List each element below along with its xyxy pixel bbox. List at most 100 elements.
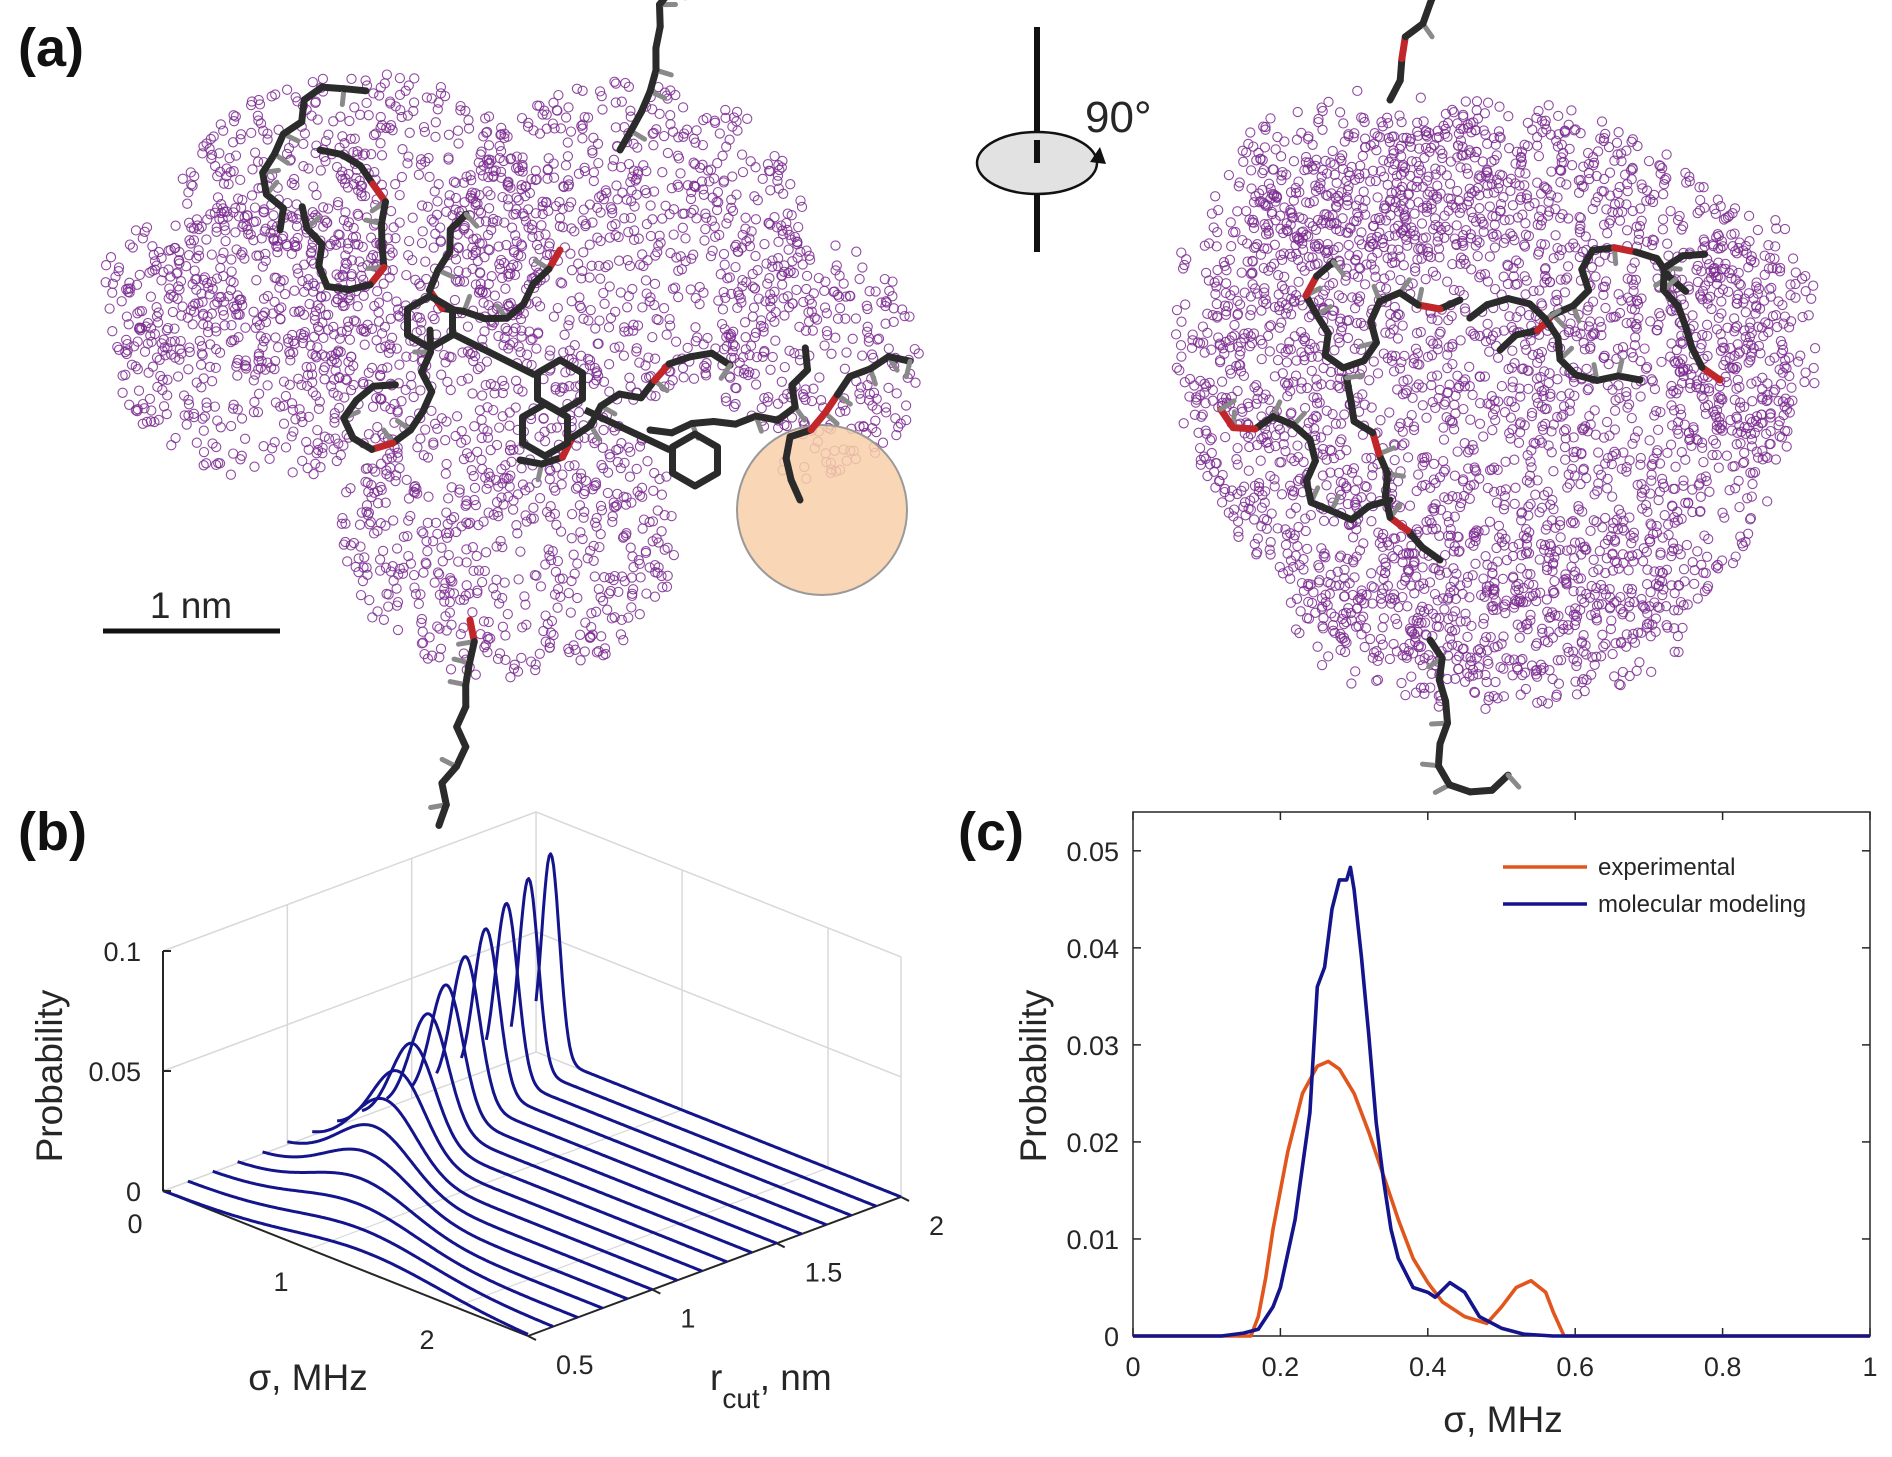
atom-marker	[398, 531, 410, 542]
atom-marker	[235, 129, 247, 140]
atom-marker	[214, 347, 226, 358]
atom-marker	[281, 84, 293, 95]
atom-marker	[409, 481, 420, 493]
atom-marker	[354, 519, 366, 530]
atom-marker	[819, 340, 830, 351]
atom-marker	[228, 110, 239, 121]
atom-marker	[1602, 228, 1613, 239]
atom-marker	[668, 549, 680, 561]
atom-marker	[194, 335, 205, 347]
atom-marker	[650, 390, 661, 402]
atom-marker	[211, 273, 223, 284]
atom-marker	[1335, 418, 1347, 429]
atom-marker	[611, 499, 623, 511]
atom-marker	[1525, 498, 1536, 510]
atom-marker	[629, 201, 640, 212]
atom-marker	[592, 232, 603, 243]
atom-marker	[440, 435, 451, 446]
atom-marker	[631, 463, 642, 475]
atom-marker	[390, 233, 401, 244]
atom-marker	[677, 208, 688, 219]
atom-marker	[641, 588, 652, 599]
atom-marker	[428, 242, 439, 253]
atom-marker	[612, 194, 623, 205]
atom-marker	[1371, 145, 1382, 156]
atom-marker	[270, 332, 281, 343]
atom-marker	[231, 244, 242, 255]
atom-marker	[1417, 400, 1428, 411]
atom-marker	[1581, 472, 1592, 484]
atom-marker	[473, 287, 485, 298]
atom-marker	[269, 437, 280, 448]
atom-marker	[505, 182, 516, 193]
atom-marker	[616, 96, 627, 107]
atom-marker	[1466, 264, 1477, 275]
atom-marker	[649, 299, 660, 311]
atom-marker	[1566, 105, 1577, 116]
atom-marker	[1471, 105, 1482, 116]
atom-marker	[598, 376, 610, 387]
atom-marker	[606, 204, 618, 215]
atom-marker	[742, 113, 753, 124]
atom-marker	[1281, 357, 1293, 368]
atom-marker	[682, 342, 693, 354]
atom-marker	[688, 249, 699, 260]
atom-marker	[367, 612, 378, 623]
atom-marker	[515, 313, 527, 325]
atom-marker	[337, 512, 348, 524]
atom-marker	[516, 325, 527, 336]
atom-marker	[475, 149, 486, 160]
atom-marker	[258, 441, 269, 452]
atom-marker	[573, 407, 585, 418]
atom-marker	[479, 326, 490, 337]
atom-marker	[495, 129, 506, 141]
atom-marker	[668, 229, 679, 240]
atom-marker	[1636, 215, 1647, 226]
atom-marker	[1533, 150, 1545, 162]
atom-marker	[727, 171, 738, 182]
atom-marker	[220, 235, 231, 247]
atom-marker	[436, 542, 447, 553]
atom-marker	[1399, 438, 1410, 449]
atom-marker	[375, 138, 386, 149]
atom-marker	[516, 239, 527, 250]
atom-marker	[526, 513, 537, 524]
atom-marker	[787, 298, 798, 309]
atom-marker	[1646, 475, 1657, 486]
atom-marker	[1657, 162, 1668, 174]
atom-marker	[1264, 346, 1275, 357]
atom-marker	[446, 482, 457, 493]
atom-marker	[406, 379, 417, 391]
atom-marker	[246, 96, 258, 107]
atom-marker	[1246, 338, 1258, 349]
atom-marker	[540, 610, 551, 621]
atom-marker	[1559, 441, 1571, 453]
atom-marker	[423, 152, 434, 164]
atom-marker	[648, 485, 659, 496]
atom-marker	[288, 335, 299, 347]
atom-marker	[1496, 380, 1508, 392]
atom-marker	[1556, 391, 1567, 402]
atom-marker	[1439, 604, 1450, 615]
atom-marker	[1594, 256, 1605, 267]
atom-marker	[502, 325, 513, 337]
atom-marker	[508, 245, 519, 256]
atom-marker	[415, 385, 426, 396]
atom-marker	[564, 646, 575, 658]
atom-marker	[287, 467, 298, 478]
atom-marker	[1680, 167, 1691, 179]
atom-marker	[534, 301, 546, 312]
atom-marker	[1695, 491, 1706, 502]
atom-marker	[719, 259, 730, 270]
atom-marker	[525, 334, 536, 346]
atom-marker	[230, 150, 242, 161]
atom-marker	[218, 247, 229, 258]
atom-marker	[344, 334, 356, 345]
atom-marker	[547, 118, 559, 129]
atom-marker	[483, 140, 495, 151]
atom-marker	[348, 146, 359, 158]
atom-marker	[574, 292, 585, 303]
atom-marker	[625, 212, 637, 224]
atom-marker	[618, 531, 629, 542]
atom-marker	[575, 468, 587, 479]
